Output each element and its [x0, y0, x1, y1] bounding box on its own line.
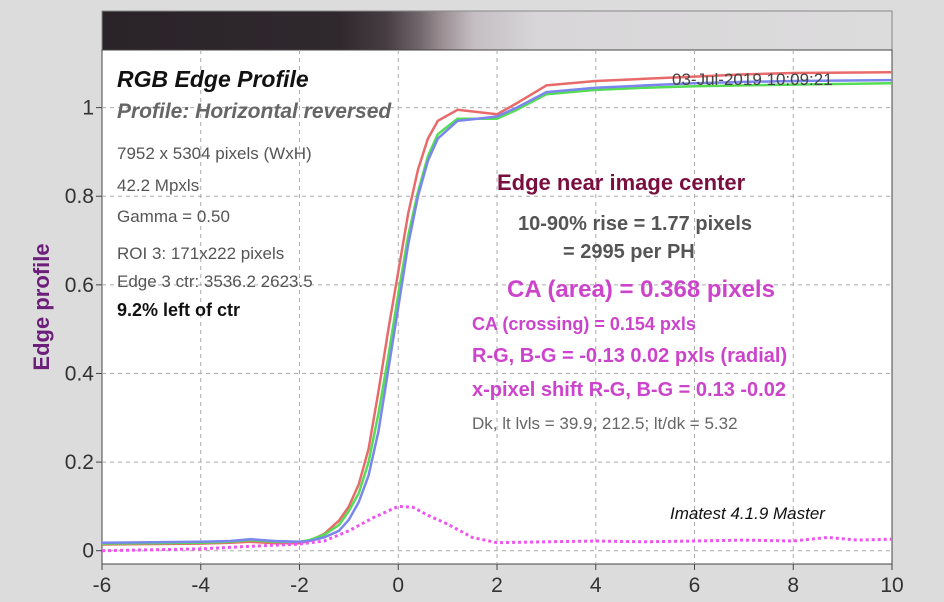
dark-light-levels: Dk, lt lvls = 39.9, 212.5; lt/dk = 5.32	[472, 414, 738, 433]
gray-ramp-strip	[101, 10, 893, 51]
x-tick-label: 2	[491, 574, 503, 597]
y-tick-label: 0.2	[65, 451, 94, 474]
version-label: Imatest 4.1.9 Master	[670, 504, 825, 523]
chart-title: RGB Edge Profile	[117, 66, 309, 92]
grid-lines	[102, 50, 892, 564]
series-group	[101, 70, 893, 553]
x-tick-label: -6	[93, 574, 112, 597]
rg-bg-radial: R-G, B-G = -0.13 0.02 pxls (radial)	[472, 345, 788, 367]
x-tick-label: -2	[290, 574, 309, 597]
rise-per-ph: = 2995 per PH	[563, 241, 695, 263]
series-line-2	[101, 78, 893, 544]
ca-crossing: CA (crossing) = 0.154 pxls	[472, 314, 696, 334]
info-mpxls: 42.2 Mpxls	[117, 176, 200, 195]
info-dims: 7952 x 5304 pixels (WxH)	[117, 144, 312, 163]
chart-subtitle: Profile: Horizontal reversed	[117, 100, 392, 123]
x-tick-label: 0	[392, 574, 404, 597]
y-tick-label: 0.8	[65, 185, 94, 208]
info-position: 9.2% left of ctr	[117, 300, 241, 320]
info-gamma: Gamma = 0.50	[117, 207, 230, 226]
series-line-3	[101, 504, 893, 553]
y-tick-label: 1	[82, 97, 94, 120]
x-pixel-shift: x-pixel shift R-G, B-G = 0.13 -0.02	[472, 379, 786, 401]
y-tick-label: 0.4	[65, 362, 95, 385]
y-tick-label: 0	[82, 540, 94, 563]
x-tick-label: 8	[787, 574, 799, 597]
results-heading: Edge near image center	[497, 170, 746, 195]
timestamp: 03-Jul-2019 10:09:21	[672, 70, 833, 89]
x-tick-label: 10	[880, 574, 903, 597]
x-axis: -6 -4 -2 0 2 4 6 8 10	[93, 564, 904, 597]
x-tick-label: -4	[191, 574, 210, 597]
info-edge: Edge 3 ctr: 3536.2 2623.5	[117, 272, 313, 291]
info-roi: ROI 3: 171x222 pixels	[117, 244, 285, 263]
y-axis-label: Edge profile	[29, 243, 54, 371]
rise-pixels: 10-90% rise = 1.77 pixels	[518, 213, 753, 235]
x-tick-label: 6	[689, 574, 701, 597]
y-axis: 0 0.2 0.4 0.6 0.8 1	[65, 97, 102, 563]
y-tick-label: 0.6	[65, 274, 94, 297]
x-tick-label: 4	[590, 574, 602, 597]
ca-area: CA (area) = 0.368 pixels	[507, 276, 775, 303]
